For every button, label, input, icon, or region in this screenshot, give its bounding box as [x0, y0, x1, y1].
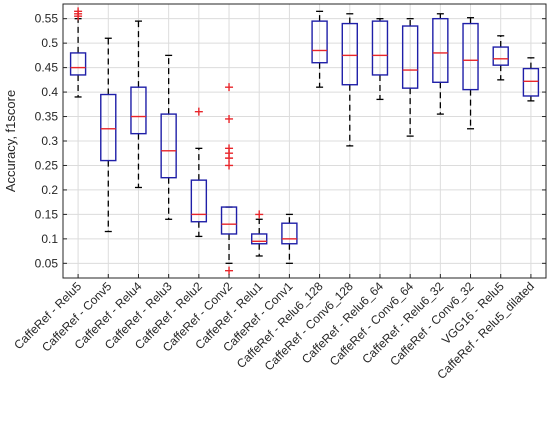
box-group: [401, 18, 419, 137]
box-group: [251, 210, 268, 257]
outlier-point: [225, 161, 234, 170]
y-tick-label: 0.3: [41, 134, 58, 148]
box-group: [311, 10, 328, 88]
box-iqr: [462, 22, 479, 91]
box-group: [492, 35, 509, 81]
box-group: [522, 57, 540, 102]
y-axis-label: Accuracy, f1score: [3, 90, 18, 192]
outlier-point: [225, 83, 234, 92]
box-group: [432, 13, 449, 115]
y-tick-label: 0.1: [41, 232, 58, 246]
box-group: [69, 7, 87, 98]
box-group: [371, 18, 389, 101]
box-iqr: [100, 93, 117, 162]
outlier-point: [225, 114, 234, 123]
outlier-point: [74, 7, 83, 16]
box-iqr: [341, 22, 358, 86]
box-group: [281, 213, 298, 264]
box-group: [462, 17, 479, 130]
box-iqr: [190, 179, 208, 223]
box-group: [220, 83, 238, 275]
box-iqr: [130, 86, 147, 135]
y-tick-label: 0.5: [41, 36, 58, 50]
box-group: [190, 107, 208, 238]
box-iqr: [432, 17, 449, 83]
box-iqr: [251, 233, 268, 245]
box-group: [100, 37, 117, 233]
y-tick-label: 0.25: [35, 158, 59, 172]
box-iqr: [220, 206, 238, 235]
y-tick-label: 0.4: [41, 85, 58, 99]
box-iqr: [371, 20, 389, 76]
box-iqr: [522, 67, 540, 97]
y-tick-label: 0.05: [35, 256, 59, 270]
box-group: [341, 13, 358, 147]
outlier-point: [225, 266, 234, 275]
box-iqr: [69, 52, 87, 76]
y-tick-label: 0.45: [35, 61, 59, 75]
outlier-point: [194, 107, 203, 116]
box-iqr: [281, 222, 298, 245]
grid-lines: [63, 4, 546, 278]
y-tick-label: 0.55: [35, 12, 59, 26]
box-iqr: [492, 46, 509, 66]
box-group: [160, 54, 177, 220]
box-iqr: [160, 113, 177, 179]
box-iqr: [401, 25, 419, 89]
y-ticks: 0.05 0.1 0.15 0.2 0.25 0.3 0.35 0.4 0.45 0.5 0.55: [35, 12, 546, 270]
boxes-layer: [69, 7, 540, 275]
y-tick-label: 0.2: [41, 183, 58, 197]
y-tick-label: 0.15: [35, 207, 59, 221]
outlier-point: [225, 154, 234, 163]
outlier-point: [255, 210, 264, 219]
box-iqr: [311, 20, 328, 64]
box-group: [130, 20, 147, 189]
y-tick-label: 0.35: [35, 110, 59, 124]
